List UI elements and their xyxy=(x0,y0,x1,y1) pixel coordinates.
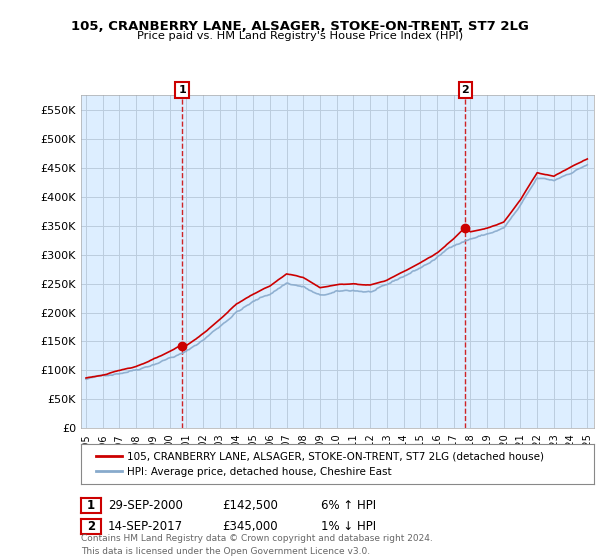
Text: Price paid vs. HM Land Registry's House Price Index (HPI): Price paid vs. HM Land Registry's House … xyxy=(137,31,463,41)
Text: 1: 1 xyxy=(87,499,95,512)
Text: 105, CRANBERRY LANE, ALSAGER, STOKE-ON-TRENT, ST7 2LG: 105, CRANBERRY LANE, ALSAGER, STOKE-ON-T… xyxy=(71,20,529,32)
Text: £345,000: £345,000 xyxy=(222,520,278,533)
Text: 1: 1 xyxy=(178,85,186,95)
Text: 2: 2 xyxy=(461,85,469,95)
Text: 1% ↓ HPI: 1% ↓ HPI xyxy=(321,520,376,533)
Text: 14-SEP-2017: 14-SEP-2017 xyxy=(108,520,183,533)
Text: 2: 2 xyxy=(87,520,95,533)
Text: Contains HM Land Registry data © Crown copyright and database right 2024.
This d: Contains HM Land Registry data © Crown c… xyxy=(81,534,433,556)
Text: 29-SEP-2000: 29-SEP-2000 xyxy=(108,499,183,512)
Text: 6% ↑ HPI: 6% ↑ HPI xyxy=(321,499,376,512)
Legend: 105, CRANBERRY LANE, ALSAGER, STOKE-ON-TRENT, ST7 2LG (detached house), HPI: Ave: 105, CRANBERRY LANE, ALSAGER, STOKE-ON-T… xyxy=(91,447,548,481)
Text: £142,500: £142,500 xyxy=(222,499,278,512)
